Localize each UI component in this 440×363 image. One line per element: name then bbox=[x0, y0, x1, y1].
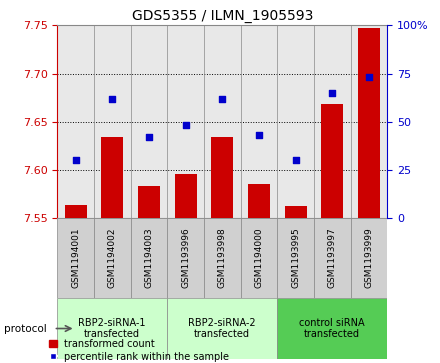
Bar bbox=[351, 218, 387, 298]
Bar bbox=[241, 218, 277, 298]
Bar bbox=[321, 104, 343, 218]
Title: GDS5355 / ILMN_1905593: GDS5355 / ILMN_1905593 bbox=[132, 9, 313, 23]
Text: GSM1193996: GSM1193996 bbox=[181, 227, 190, 288]
Bar bbox=[57, 298, 167, 359]
Bar bbox=[277, 298, 387, 359]
Point bbox=[219, 95, 226, 101]
Bar bbox=[65, 205, 87, 218]
Point bbox=[72, 157, 79, 163]
Bar bbox=[131, 218, 167, 298]
Text: control siRNA
transfected: control siRNA transfected bbox=[299, 318, 365, 339]
Text: GSM1194002: GSM1194002 bbox=[108, 228, 117, 288]
Legend: transformed count, percentile rank within the sample: transformed count, percentile rank withi… bbox=[49, 339, 229, 362]
Point bbox=[145, 134, 152, 140]
Bar bbox=[204, 218, 241, 298]
Bar bbox=[167, 298, 277, 359]
Bar bbox=[277, 218, 314, 298]
Bar bbox=[138, 186, 160, 218]
Point bbox=[255, 132, 262, 138]
Text: GSM1193997: GSM1193997 bbox=[328, 227, 337, 288]
Text: protocol: protocol bbox=[4, 323, 47, 334]
Point bbox=[365, 74, 372, 80]
Bar bbox=[314, 218, 351, 298]
Point bbox=[329, 90, 336, 95]
Point bbox=[292, 157, 299, 163]
Bar bbox=[285, 206, 307, 218]
Bar bbox=[175, 174, 197, 218]
Bar bbox=[57, 218, 94, 298]
Bar bbox=[167, 218, 204, 298]
Point bbox=[182, 123, 189, 129]
Bar bbox=[94, 218, 131, 298]
Bar bbox=[101, 137, 123, 218]
Bar bbox=[358, 28, 380, 218]
Text: GSM1194000: GSM1194000 bbox=[254, 227, 264, 288]
Text: RBP2-siRNA-1
transfected: RBP2-siRNA-1 transfected bbox=[78, 318, 146, 339]
Text: GSM1194001: GSM1194001 bbox=[71, 227, 80, 288]
Text: GSM1194003: GSM1194003 bbox=[144, 227, 154, 288]
Bar bbox=[211, 137, 233, 218]
Text: RBP2-siRNA-2
transfected: RBP2-siRNA-2 transfected bbox=[188, 318, 256, 339]
Point bbox=[109, 95, 116, 101]
Text: GSM1193998: GSM1193998 bbox=[218, 227, 227, 288]
Text: GSM1193995: GSM1193995 bbox=[291, 227, 300, 288]
Bar bbox=[248, 184, 270, 218]
Text: GSM1193999: GSM1193999 bbox=[364, 227, 374, 288]
